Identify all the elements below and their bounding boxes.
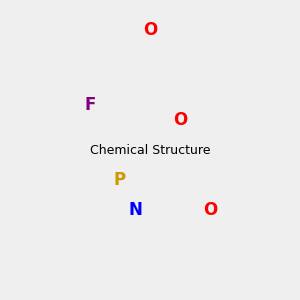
Text: O: O [203,201,217,219]
Text: O: O [173,111,187,129]
Text: P: P [114,171,126,189]
Text: Chemical Structure: Chemical Structure [90,143,210,157]
Text: F: F [84,96,96,114]
Text: O: O [143,21,157,39]
Text: N: N [128,201,142,219]
